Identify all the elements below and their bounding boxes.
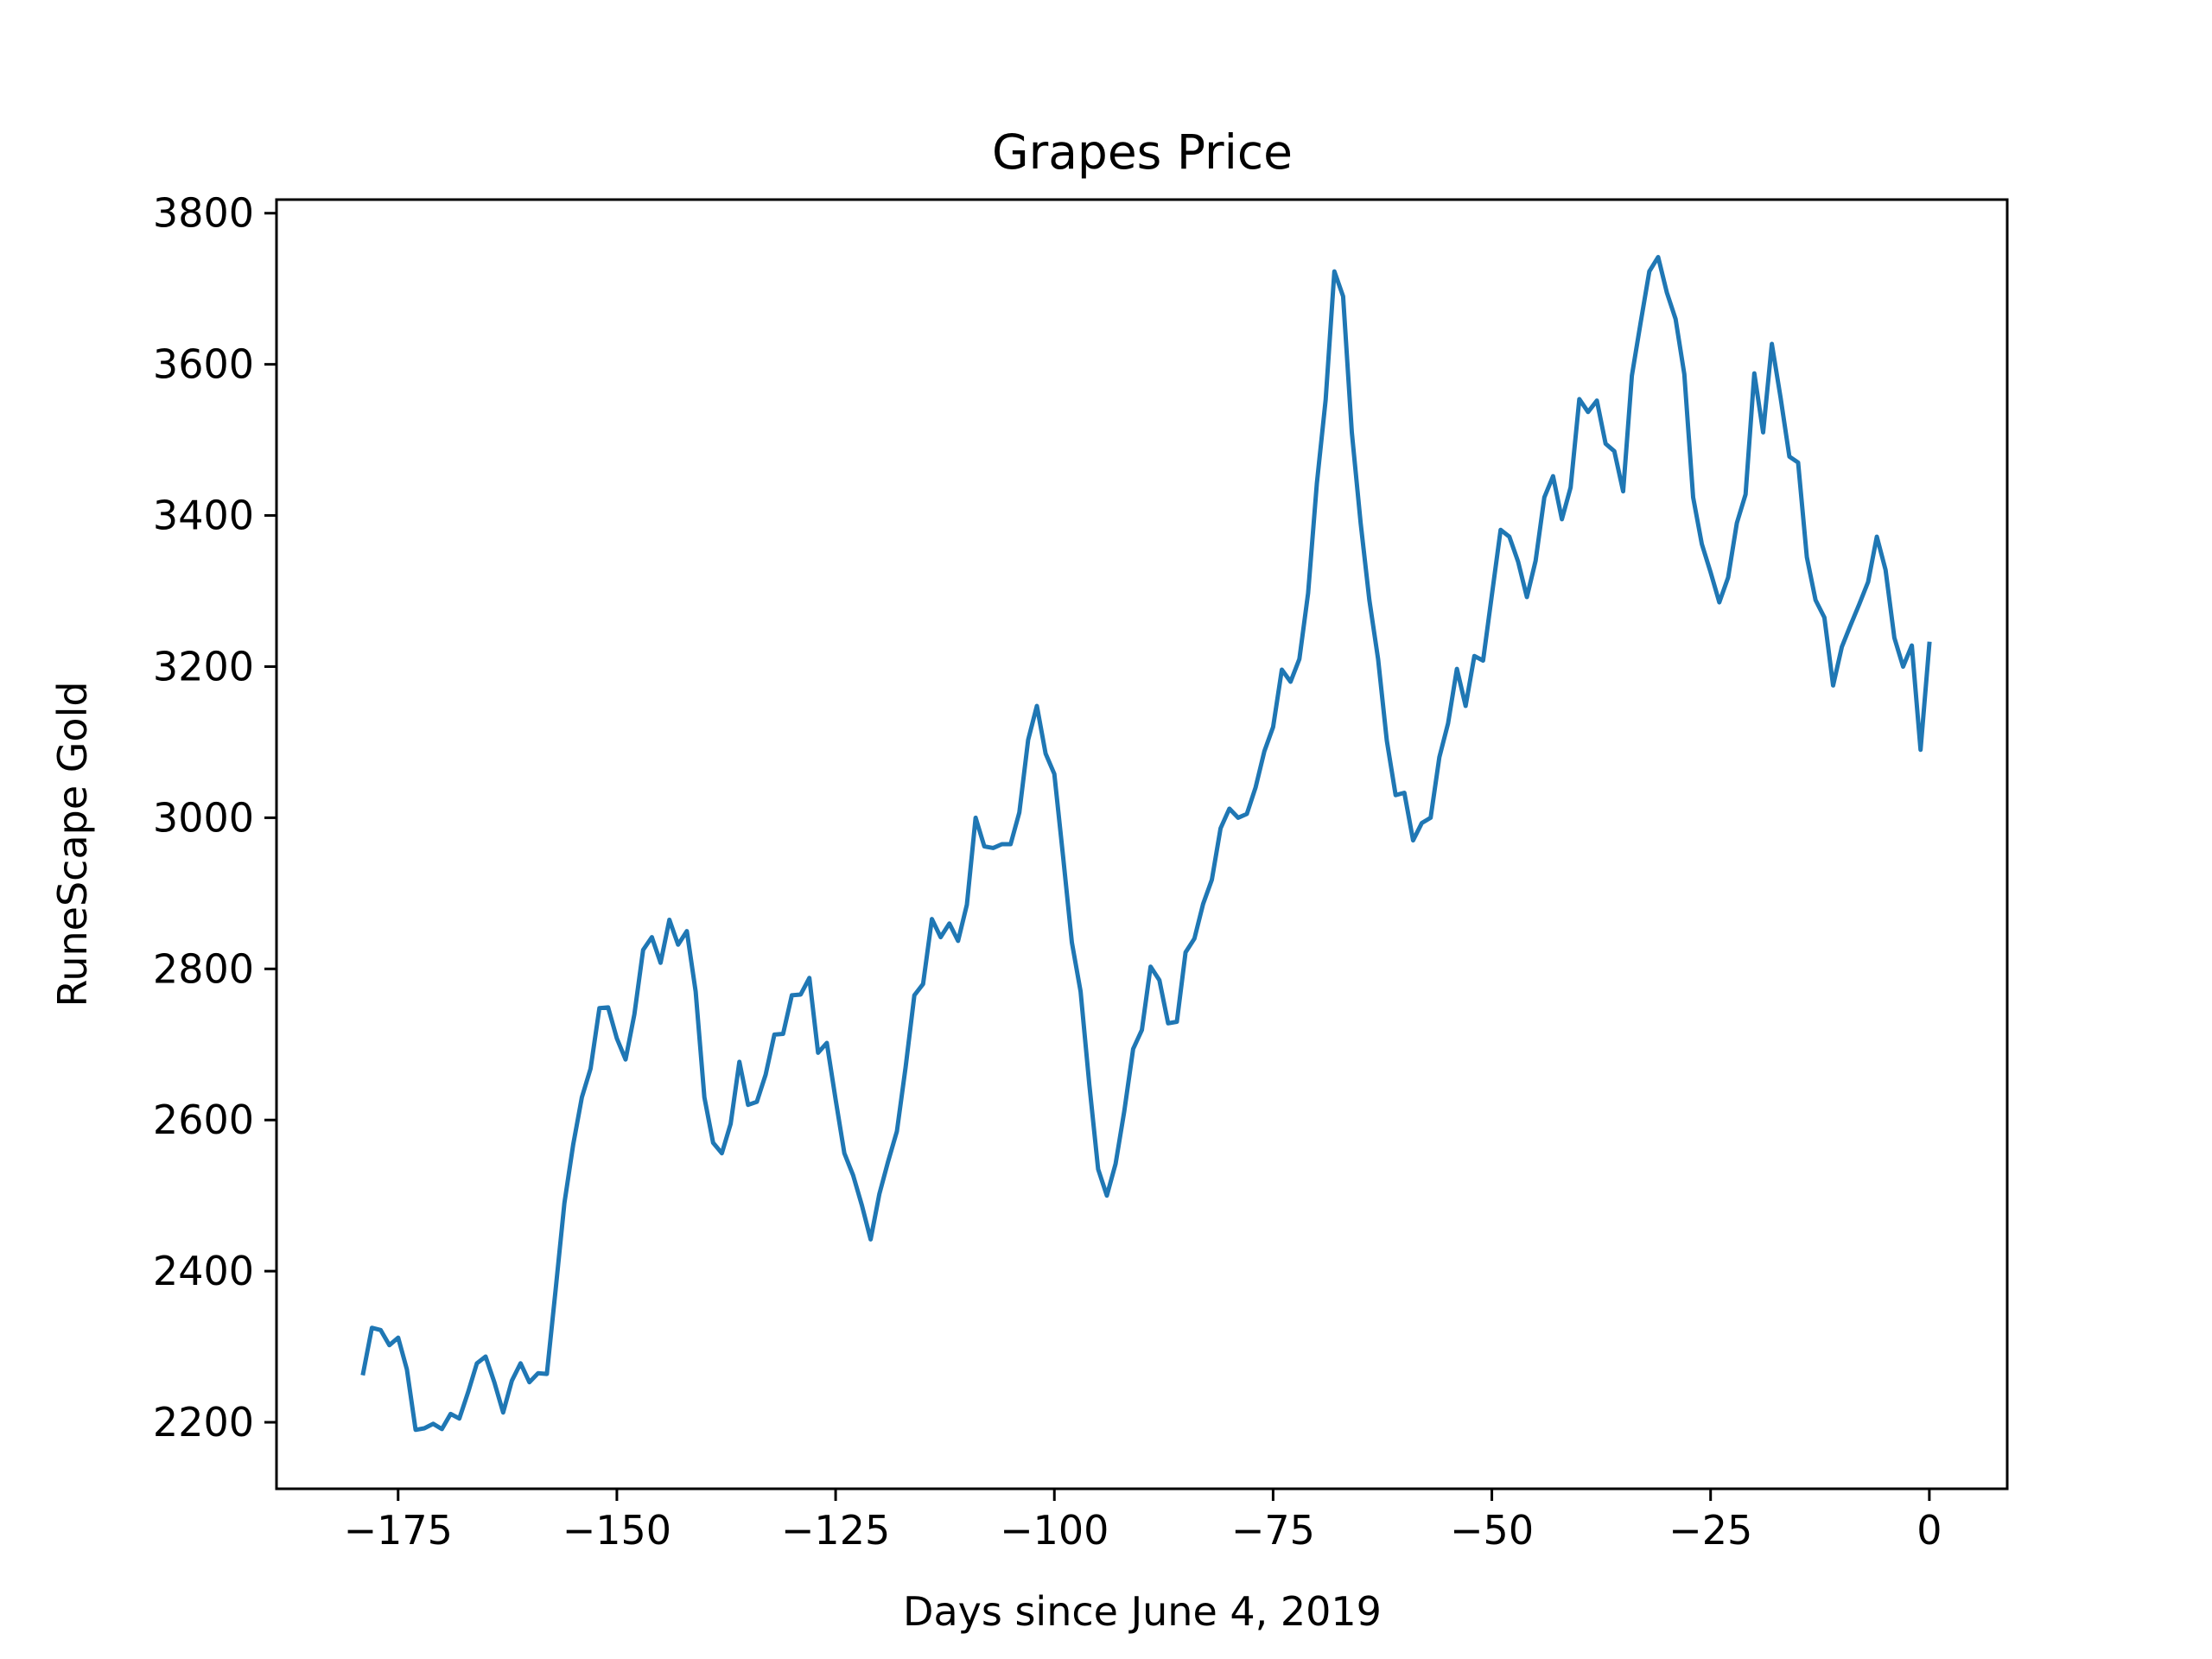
chart-title: Grapes Price	[992, 124, 1293, 180]
y-tick-label: 3600	[153, 341, 254, 388]
y-tick-label: 3400	[153, 493, 254, 539]
y-tick-label: 3200	[153, 643, 254, 690]
x-tick-label: −175	[344, 1507, 453, 1554]
plot-area-frame	[275, 198, 2009, 1491]
y-axis: 2200 2400 2600 2800 3000 3200 3400 3600 3800	[153, 190, 276, 1446]
series-layer	[360, 255, 1932, 1433]
x-tick-label: −100	[1000, 1507, 1109, 1554]
x-tick-label: −75	[1231, 1507, 1315, 1554]
x-tick-label: −50	[1450, 1507, 1534, 1554]
series-line	[360, 255, 1932, 1433]
x-tick-label: −150	[563, 1507, 671, 1554]
y-axis-title: RuneScape Gold	[49, 681, 96, 1007]
x-tick-label: −25	[1669, 1507, 1752, 1554]
y-tick-label: 2200	[153, 1399, 254, 1446]
y-tick-label: 2800	[153, 945, 254, 992]
x-axis-title: Days since June 4, 2019	[903, 1588, 1382, 1635]
y-tick-label: 2600	[153, 1096, 254, 1143]
y-tick-label: 3800	[153, 190, 254, 237]
x-tick-label: −125	[781, 1507, 890, 1554]
y-tick-label: 3000	[153, 794, 254, 841]
x-tick-label: 0	[1916, 1507, 1942, 1554]
x-axis: −175 −150 −125 −100 −75 −50 −25 0	[344, 1489, 1942, 1554]
y-tick-label: 2400	[153, 1248, 254, 1294]
